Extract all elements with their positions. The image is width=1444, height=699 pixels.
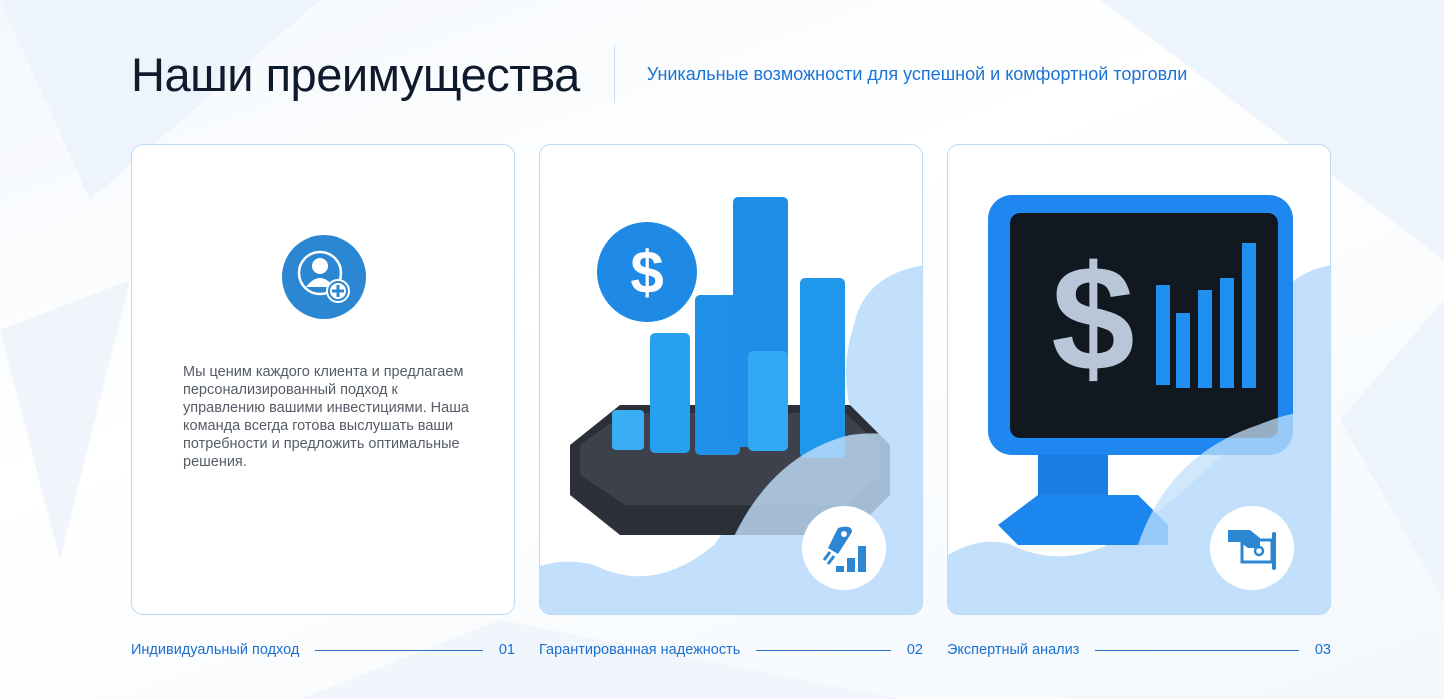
section-header: Наши преимущества Уникальные возможности… [131,44,1187,104]
card-description: Мы ценим каждого клиента и предлагаем пе… [183,364,469,470]
card-caption-1: Индивидуальный подход 01 [131,640,515,660]
user-plus-icon [282,235,366,319]
svg-text:$: $ [1051,234,1134,402]
caption-divider [315,649,483,651]
advantage-card-analysis: $ [947,144,1331,615]
card-number: 01 [498,642,515,658]
header-divider [613,45,615,103]
rocket-growth-icon [802,506,886,590]
card-number: 03 [1314,642,1331,658]
advantage-card-individual: Мы ценим каждого клиента и предлагаем пе… [131,144,515,615]
card-caption-2: Гарантированная надежность 02 [539,640,923,660]
caption-divider [756,649,891,651]
card-label[interactable]: Индивидуальный подход [131,642,300,658]
card-caption-3: Экспертный анализ 03 [947,640,1331,660]
card-number: 02 [906,642,923,658]
caption-divider [1095,649,1299,651]
page-subtitle: Уникальные возможности для успешной и ко… [646,63,1188,84]
monitor-dollar-illustration: $ [948,145,1330,614]
card-label[interactable]: Гарантированная надежность [539,642,741,658]
page-title: Наши преимущества [131,47,580,101]
card-label[interactable]: Экспертный анализ [947,642,1080,658]
advantage-card-reliability: $ [539,144,923,615]
svg-text:$: $ [630,239,663,306]
money-hand-icon [1210,506,1294,590]
